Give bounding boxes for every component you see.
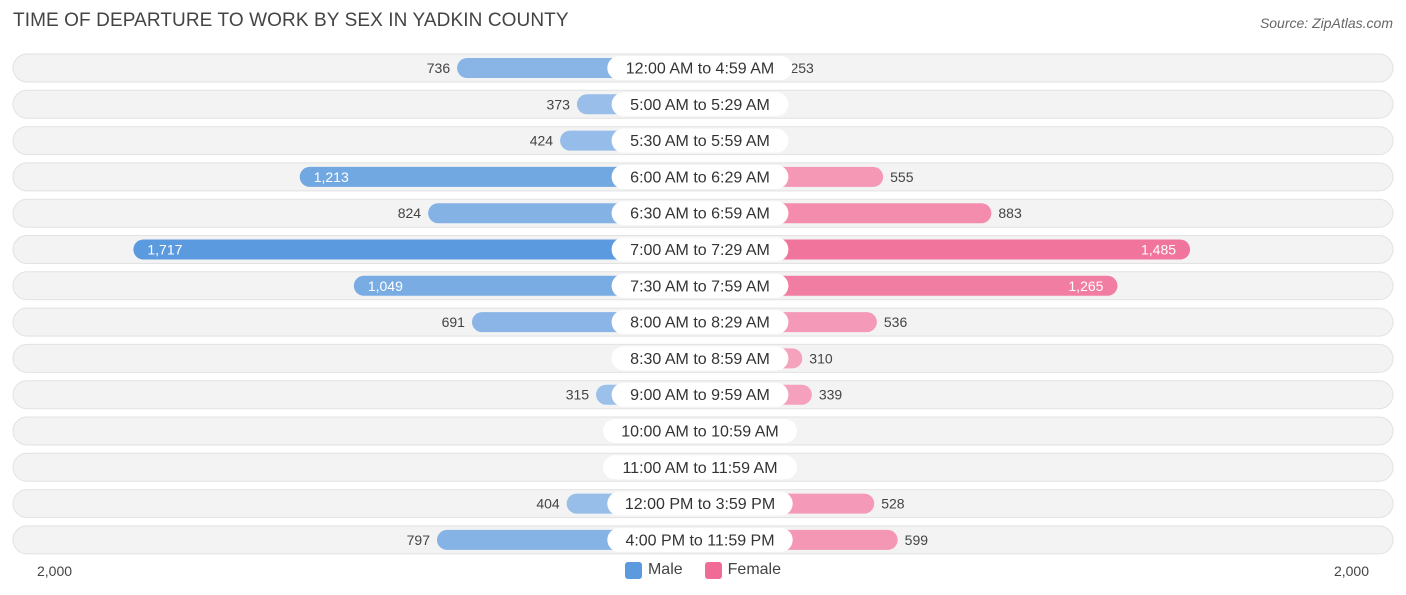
male-value-label: 404	[536, 496, 560, 512]
female-value-label: 339	[819, 387, 843, 403]
axis-label-right: 2,000	[1333, 563, 1369, 579]
legend-swatch-male	[624, 561, 642, 579]
female-value-label: 1,485	[1141, 242, 1176, 258]
female-value-label: 1,265	[1068, 278, 1103, 294]
female-value-label: 310	[809, 350, 833, 366]
category-pill	[611, 164, 789, 189]
category-pill	[607, 527, 793, 552]
category-pill	[603, 419, 797, 443]
male-bar	[133, 239, 700, 260]
category-label: 7:30 AM to 7:59 AM	[630, 278, 770, 295]
male-value-label: 824	[398, 205, 422, 221]
male-value-label: 315	[566, 387, 590, 403]
category-label: 11:00 AM to 11:59 AM	[622, 460, 777, 477]
category-pill	[611, 310, 789, 335]
legend-item-female: Female	[704, 561, 782, 579]
legend-swatch-female	[704, 561, 722, 579]
source-label: Source: ZipAtlas.com	[1259, 15, 1393, 31]
category-label: 4:00 PM to 11:59 PM	[625, 532, 774, 549]
female-bar	[700, 239, 1191, 260]
category-label: 6:30 AM to 6:59 AM	[630, 206, 770, 223]
category-pill	[611, 128, 789, 153]
legend-item-male: Male	[624, 561, 683, 579]
category-label: 12:00 PM to 3:59 PM	[625, 496, 775, 513]
male-value-label: 691	[442, 314, 466, 330]
axis-label-left: 2,000	[37, 563, 73, 579]
male-value-label: 1,717	[147, 242, 182, 258]
male-value-label: 1,049	[368, 278, 403, 294]
female-bar	[700, 275, 1118, 296]
male-bar	[299, 166, 700, 187]
female-value-label: 253	[790, 60, 814, 76]
category-pill	[611, 237, 789, 262]
category-label: 10:00 AM to 10:59 AM	[621, 424, 778, 441]
category-pill	[611, 92, 789, 117]
female-value-label: 536	[884, 314, 908, 330]
female-value-label: 599	[905, 532, 929, 548]
category-pill	[607, 491, 793, 516]
category-label: 8:00 AM to 8:29 AM	[630, 315, 770, 332]
category-label: 12:00 AM to 4:59 AM	[626, 61, 775, 78]
category-pill	[611, 346, 789, 371]
category-pill	[603, 455, 797, 480]
category-label: 5:30 AM to 5:59 AM	[630, 133, 770, 150]
category-label: 5:00 AM to 5:29 AM	[630, 97, 770, 114]
category-pill	[611, 382, 789, 407]
legend-label-female: Female	[727, 561, 782, 578]
female-value-label: 883	[998, 205, 1022, 221]
legend: Male Female	[0, 561, 1406, 579]
category-label: 9:00 AM to 9:59 AM	[630, 387, 770, 404]
male-value-label: 1,213	[314, 169, 349, 185]
category-label: 7:00 AM to 7:29 AM	[630, 242, 770, 259]
category-label: 8:30 AM to 8:59 AM	[630, 351, 770, 368]
male-value-label: 797	[407, 532, 431, 548]
female-value-label: 555	[890, 169, 914, 185]
legend-label-male: Male	[647, 561, 683, 578]
category-label: 6:00 AM to 6:29 AM	[630, 169, 770, 186]
male-value-label: 373	[547, 96, 571, 112]
male-value-label: 424	[530, 133, 554, 149]
female-value-label: 528	[881, 496, 905, 512]
category-pill	[611, 273, 789, 298]
category-pill	[611, 201, 789, 226]
male-value-label: 736	[427, 60, 451, 76]
chart-title: TIME OF DEPARTURE TO WORK BY SEX IN YADK…	[13, 10, 569, 31]
category-pill	[607, 56, 793, 80]
